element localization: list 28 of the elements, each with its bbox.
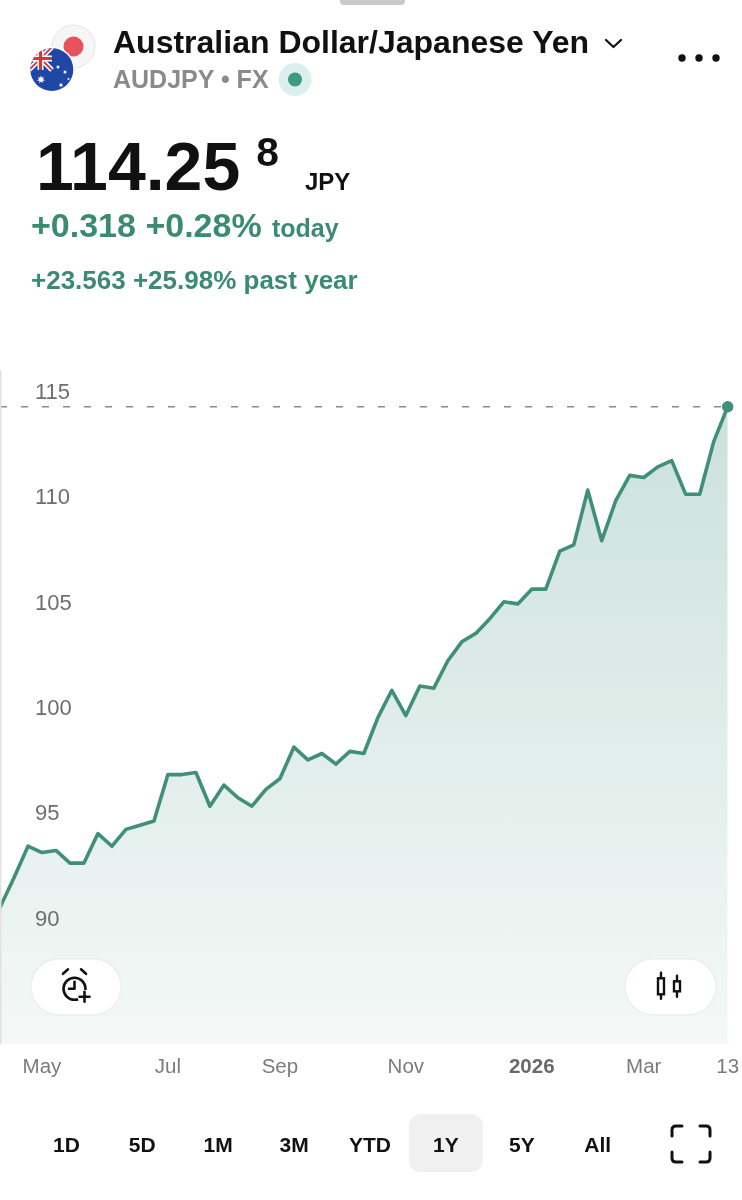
text: 3M [279,1133,309,1156]
x-tick-label: May [22,1053,63,1077]
text: 114.25$^{8}$ [36,128,279,204]
chart-title: Australian Dollar/Japanese Yen [113,24,590,60]
x-tick-label: Jul [154,1053,182,1077]
text: today [272,214,339,242]
y-tick-label: 115 [35,379,71,405]
text: 1M [203,1133,233,1156]
x-tick-label: Nov [387,1053,425,1077]
text: JPY [305,168,351,195]
x-tick-label: Sep [261,1053,299,1077]
x-tick-label: Mar [626,1053,662,1077]
text: YTD [349,1133,391,1156]
text: 5D [128,1133,156,1156]
y-tick-label: 110 [35,484,71,510]
text: +0.318 +0.28% [31,206,262,244]
text: 5Y [508,1133,535,1156]
y-tick-label: 105 [35,589,72,615]
text: 1Y [433,1133,459,1156]
x-tick-label: 13 [716,1053,740,1077]
chart-subtitle: AUDJPY • FX [113,65,269,93]
text: All [584,1133,612,1156]
y-tick-label: 95 [35,800,60,826]
x-tick-label: 2026 [508,1053,555,1077]
text: +23.563 +25.98% past year [31,265,358,295]
text: 1D [52,1133,80,1156]
y-tick-label: 90 [35,905,60,931]
y-tick-label: 100 [35,695,72,721]
